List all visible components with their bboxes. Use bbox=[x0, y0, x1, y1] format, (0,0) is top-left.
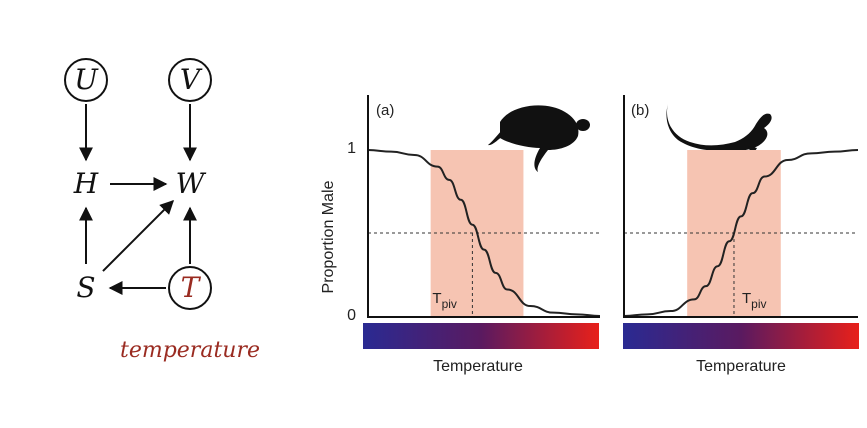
chart-b-marks: Tpiv bbox=[623, 95, 859, 318]
gradient-bar-b bbox=[623, 323, 859, 349]
chart-panel-a: (a) Proportion Male 1 0 Temperature bbox=[320, 102, 599, 375]
ytick-label-0: 0 bbox=[347, 307, 356, 324]
dag-node-W: W bbox=[176, 167, 207, 200]
dag-node-S: S bbox=[76, 271, 95, 304]
dag-node-circle-U bbox=[64, 58, 108, 102]
x-axis-label-b: Temperature bbox=[696, 358, 786, 375]
chart-marks: Tpiv Tpiv bbox=[367, 95, 859, 318]
ytick-label-1: 1 bbox=[347, 140, 356, 157]
dag-node-circle-V bbox=[168, 58, 212, 102]
panel-b-label: (b) bbox=[631, 102, 649, 119]
tpiv-label: Tpiv bbox=[742, 290, 767, 311]
dag-caption: temperature bbox=[120, 338, 260, 363]
dag-node-H: H bbox=[73, 167, 99, 200]
y-axis-label: Proportion Male bbox=[320, 180, 337, 293]
gradient-bar-a bbox=[363, 323, 599, 349]
tpiv-label: Tpiv bbox=[432, 290, 457, 311]
dag-node-T: T bbox=[181, 271, 202, 304]
x-axis-label-a: Temperature bbox=[433, 358, 523, 375]
causal-dag: U V H W S T bbox=[64, 58, 212, 310]
dag-node-circle-T bbox=[168, 266, 212, 310]
turtle-silhouette-icon bbox=[488, 105, 590, 172]
dag-edge-S-W bbox=[102, 199, 175, 272]
panel-a-label: (a) bbox=[376, 102, 394, 119]
sex-ratio-curve bbox=[623, 149, 859, 317]
dag-node-U: U bbox=[74, 63, 99, 96]
dag-node-V: V bbox=[180, 63, 203, 96]
chart-panel-b: (b) Temperature bbox=[623, 102, 859, 375]
sex-ratio-curve bbox=[367, 149, 601, 317]
chart-a-marks: Tpiv bbox=[367, 95, 601, 318]
